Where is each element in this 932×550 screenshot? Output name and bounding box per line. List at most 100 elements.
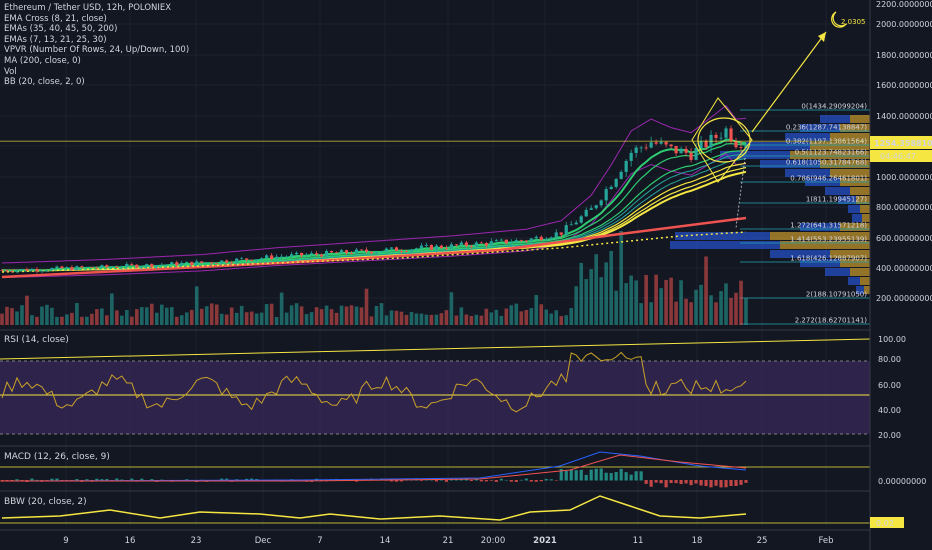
volume-bar bbox=[95, 309, 99, 325]
candle bbox=[429, 245, 434, 250]
vpvr-up-row bbox=[825, 268, 850, 276]
volume-bar bbox=[614, 290, 618, 325]
volume-bar bbox=[474, 314, 479, 325]
volume-bar bbox=[659, 288, 663, 325]
macd-signal-line bbox=[2, 454, 747, 482]
indicator-ema-cross[interactable]: EMA Cross (8, 21, close) bbox=[4, 13, 107, 24]
candle bbox=[295, 252, 299, 255]
vpvr-up-row bbox=[785, 133, 830, 141]
time-axis[interactable]: 9 16 23 Dec 7 14 21 20:00 2021 11 18 25 Feb bbox=[0, 529, 870, 546]
volume-bar bbox=[664, 279, 668, 325]
indicator-ma[interactable]: MA (200, close, 0) bbox=[4, 55, 81, 66]
candle bbox=[674, 146, 678, 154]
macd-histogram-bar bbox=[654, 480, 658, 483]
current-price-tag bbox=[870, 136, 932, 149]
volume-bar bbox=[714, 302, 718, 325]
indicator-emas-long[interactable]: EMAs (35, 40, 45, 50, 200) bbox=[4, 24, 118, 35]
candle bbox=[90, 267, 94, 268]
candle bbox=[245, 258, 249, 260]
moon-icon bbox=[831, 11, 847, 28]
macd-histogram-bar bbox=[15, 479, 19, 481]
vpvr-up-row bbox=[848, 205, 860, 213]
volume-bar bbox=[364, 288, 369, 325]
chart-title[interactable]: Ethereum / Tether USD, 12h, POLONIEX bbox=[4, 3, 172, 13]
bbw-title[interactable]: BBW (20, close, 2) bbox=[4, 497, 87, 507]
time-tick-label: Feb bbox=[818, 536, 833, 546]
time-tick-label: 25 bbox=[757, 536, 768, 546]
volume-bar bbox=[579, 262, 584, 325]
candle bbox=[175, 262, 179, 266]
candle bbox=[389, 247, 394, 249]
macd-histogram-bar bbox=[589, 469, 593, 481]
volume-bar bbox=[454, 315, 459, 325]
volume-bar bbox=[229, 307, 234, 325]
indicator-emas-short[interactable]: EMAs (7, 13, 21, 25, 30) bbox=[4, 34, 107, 45]
indicator-legend: Ethereum / Tether USD, 12h, POLONIEX EMA… bbox=[4, 3, 189, 88]
macd-histogram-bar bbox=[644, 480, 648, 484]
volume-bar bbox=[244, 312, 249, 325]
candle bbox=[275, 256, 279, 260]
candle bbox=[369, 251, 374, 254]
volume-bar bbox=[389, 310, 394, 325]
volume-bar bbox=[80, 316, 84, 325]
candle bbox=[634, 147, 638, 153]
vpvr-up-row bbox=[800, 259, 840, 267]
volume-bar bbox=[584, 279, 589, 325]
candle bbox=[679, 148, 683, 154]
candle bbox=[519, 240, 523, 241]
macd-histogram-bar bbox=[744, 480, 748, 483]
candlesticks[interactable] bbox=[0, 125, 748, 274]
macd-histogram-bar bbox=[569, 469, 573, 481]
macd-histogram-bar bbox=[399, 480, 404, 482]
volume-bar bbox=[609, 250, 613, 325]
price-axis[interactable]: 2000.00000000 1800.00000000 1600.00000000 1… bbox=[869, 0, 932, 550]
vpvr-up-row bbox=[838, 196, 856, 204]
volume-bar bbox=[729, 297, 733, 325]
volume-bar bbox=[159, 304, 164, 325]
volume-bar bbox=[5, 306, 9, 325]
macd-histogram-bar bbox=[549, 479, 553, 481]
indicator-vpvr[interactable]: VPVR (Number Of Rows, 24, Up/Down, 100) bbox=[4, 45, 190, 56]
price-tick-label: 1000.00000000 bbox=[876, 173, 932, 182]
macd-histogram-bar bbox=[150, 479, 154, 481]
candle bbox=[115, 267, 119, 268]
volume-bar bbox=[269, 303, 274, 325]
indicator-bb[interactable]: BB (20, close, 2, 0) bbox=[4, 77, 85, 88]
candle bbox=[65, 267, 69, 269]
volume-bar bbox=[309, 312, 314, 325]
macd-histogram-bar bbox=[50, 478, 54, 481]
indicator-vol[interactable]: Vol bbox=[4, 66, 17, 77]
macd-histogram-bar bbox=[599, 468, 603, 481]
drawings[interactable]: 2,0305 bbox=[0, 11, 870, 229]
vpvr-down-row bbox=[830, 169, 870, 177]
macd-pane[interactable] bbox=[0, 445, 870, 488]
volume-bar bbox=[199, 308, 204, 325]
volume-bar bbox=[399, 311, 404, 325]
bbw-pane[interactable] bbox=[0, 490, 870, 524]
candle bbox=[684, 148, 688, 153]
target-label: 2,0305 bbox=[841, 18, 866, 26]
macd-histogram-bar bbox=[524, 478, 528, 481]
candle bbox=[255, 259, 259, 261]
bb-upper bbox=[1, 104, 747, 264]
macd-histogram-bar bbox=[649, 480, 653, 487]
volume-bar bbox=[354, 306, 359, 325]
time-tick-label: Dec bbox=[255, 536, 272, 546]
candle bbox=[534, 236, 538, 239]
candle bbox=[499, 239, 503, 241]
macd-histogram-bar bbox=[604, 472, 608, 481]
candle bbox=[504, 239, 508, 244]
candle bbox=[190, 261, 194, 266]
rsi-pane[interactable] bbox=[0, 329, 871, 435]
price-tick-label: 1600.00000000 bbox=[876, 81, 932, 90]
macd-title[interactable]: MACD (12, 26, close, 9) bbox=[4, 452, 110, 462]
macd-histogram-bar bbox=[534, 480, 538, 482]
volume-bar bbox=[619, 231, 623, 325]
macd-histogram-bar bbox=[519, 479, 523, 481]
macd-histogram-bar bbox=[389, 480, 394, 482]
candle bbox=[569, 224, 573, 226]
candle bbox=[489, 241, 493, 246]
rsi-title[interactable]: RSI (14, close) bbox=[4, 335, 69, 345]
vpvr-up-row bbox=[800, 124, 840, 132]
